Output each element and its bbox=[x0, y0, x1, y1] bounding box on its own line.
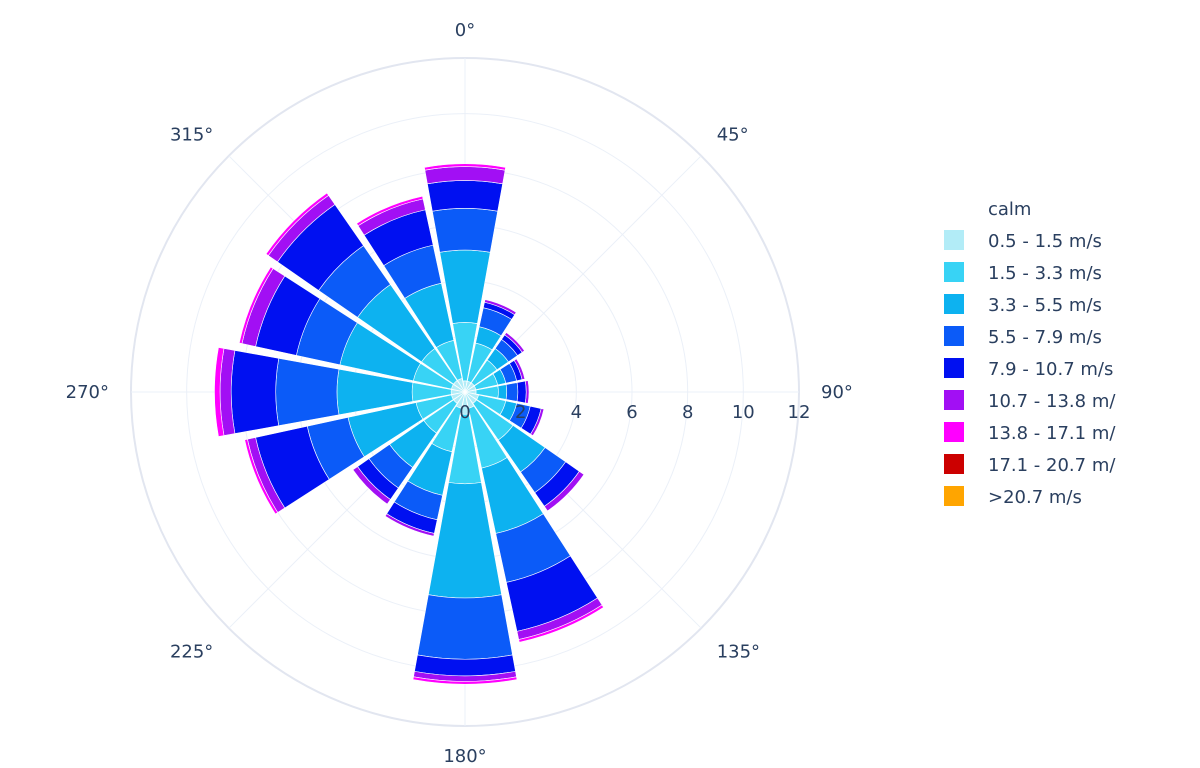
angular-tick-label: 0° bbox=[455, 20, 475, 41]
legend-swatch bbox=[944, 326, 964, 346]
legend-label: 3.3 - 5.5 m/s bbox=[988, 295, 1102, 316]
bar-segment-270-7 bbox=[214, 347, 225, 437]
angular-tick-label: 90° bbox=[821, 382, 853, 403]
legend-label: 7.9 - 10.7 m/s bbox=[988, 359, 1113, 380]
radial-tick-label: 2 bbox=[515, 402, 526, 423]
legend-item[interactable]: 10.7 - 13.8 m/ bbox=[944, 390, 1116, 412]
radial-tick-labels: 0 2 4 6 8 10 12 bbox=[459, 402, 810, 423]
legend-swatch bbox=[944, 230, 964, 250]
radial-tick-label: 10 bbox=[732, 402, 755, 423]
bar-segment-67.5-6 bbox=[513, 358, 526, 380]
angular-tick-labels: 0° 45° 90° 135° 180° 225° 270° 315° bbox=[66, 20, 853, 767]
radial-tick-label: 0 bbox=[459, 402, 470, 423]
legend-swatch bbox=[944, 294, 964, 314]
bar-segment-135-6 bbox=[543, 470, 585, 512]
legend-item[interactable]: 7.9 - 10.7 m/s bbox=[944, 358, 1113, 380]
radial-tick-label: 12 bbox=[788, 402, 811, 423]
legend-item[interactable]: >20.7 m/s bbox=[944, 486, 1082, 508]
bar-segment-180-4 bbox=[417, 594, 513, 660]
bar-segment-292.5-7 bbox=[238, 266, 274, 344]
bar-segment-0-4 bbox=[431, 207, 499, 253]
legend-label: 13.8 - 17.1 m/ bbox=[988, 423, 1116, 444]
legend-item[interactable]: 17.1 - 20.7 m/ bbox=[944, 454, 1116, 476]
angular-tick-label: 270° bbox=[66, 382, 109, 403]
angular-tick-label: 315° bbox=[170, 124, 213, 145]
radial-tick-label: 8 bbox=[682, 402, 693, 423]
bar-segment-90-3 bbox=[497, 384, 508, 400]
legend-swatch bbox=[944, 486, 964, 506]
bar-segment-90-5 bbox=[516, 380, 527, 404]
bar-segment-247.5-7 bbox=[244, 438, 279, 515]
bar-segment-0-7 bbox=[424, 163, 506, 171]
legend-swatch bbox=[944, 390, 964, 410]
bar-segment-315-7 bbox=[265, 192, 329, 256]
radial-tick-label: 6 bbox=[626, 402, 637, 423]
angular-tick-label: 135° bbox=[717, 642, 760, 663]
legend-label: >20.7 m/s bbox=[988, 487, 1082, 508]
legend-label: 0.5 - 1.5 m/s bbox=[988, 231, 1102, 252]
angular-tick-label: 180° bbox=[443, 746, 486, 764]
legend-swatch bbox=[944, 198, 964, 218]
bar-segment-90-4 bbox=[505, 382, 519, 402]
bar-segment-112.5-6 bbox=[530, 408, 545, 437]
legend-item[interactable]: 3.3 - 5.5 m/s bbox=[944, 294, 1102, 316]
legend-item[interactable]: 13.8 - 17.1 m/ bbox=[944, 422, 1116, 444]
bar-segment-0-5 bbox=[427, 180, 503, 212]
bar-segment-270-5 bbox=[230, 350, 280, 434]
legend-item[interactable]: 0.5 - 1.5 m/s bbox=[944, 230, 1102, 252]
legend-label: 5.5 - 7.9 m/s bbox=[988, 327, 1102, 348]
bar-segment-337.5-7 bbox=[356, 195, 424, 227]
legend-swatch bbox=[944, 358, 964, 378]
legend-label: 17.1 - 20.7 m/ bbox=[988, 455, 1116, 476]
legend-swatch bbox=[944, 454, 964, 474]
angular-tick-label: 45° bbox=[717, 124, 749, 145]
legend-item[interactable]: 5.5 - 7.9 m/s bbox=[944, 326, 1102, 348]
legend-label: calm bbox=[988, 199, 1031, 220]
bar-segment-180-7 bbox=[412, 676, 518, 685]
legend-swatch bbox=[944, 422, 964, 442]
legend-item[interactable]: calm bbox=[944, 198, 1031, 220]
bar-segment-202.5-6 bbox=[384, 513, 435, 537]
bar-segment-270-4 bbox=[275, 357, 340, 427]
legend-swatch bbox=[944, 262, 964, 282]
radial-tick-label: 4 bbox=[571, 402, 582, 423]
polar-bars bbox=[214, 163, 604, 685]
legend-label: 1.5 - 3.3 m/s bbox=[988, 263, 1102, 284]
bar-segment-22.5-6 bbox=[484, 299, 517, 316]
legend-label: 10.7 - 13.8 m/ bbox=[988, 391, 1116, 412]
legend: calm 0.5 - 1.5 m/s 1.5 - 3.3 m/s 3.3 - 5.5 … bbox=[944, 198, 1116, 508]
angular-tick-label: 225° bbox=[170, 642, 213, 663]
bar-segment-157.5-7 bbox=[518, 604, 604, 643]
bar-segment-225-6 bbox=[352, 466, 391, 505]
legend-item[interactable]: 1.5 - 3.3 m/s bbox=[944, 262, 1102, 284]
bar-segment-45-6 bbox=[504, 332, 525, 353]
bar-segment-90-6 bbox=[524, 380, 530, 404]
